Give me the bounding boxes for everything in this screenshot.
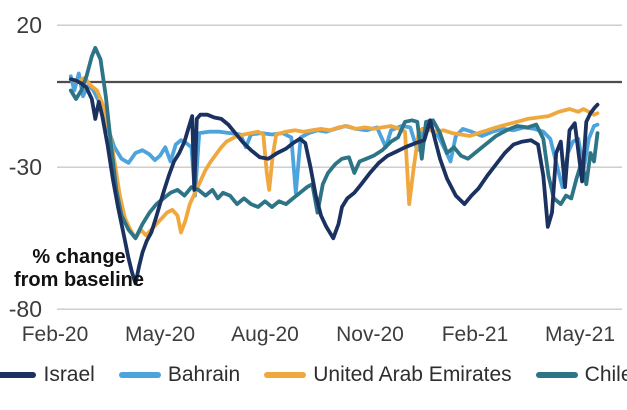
x-tick-label: Feb-20: [22, 323, 89, 346]
legend-label-israel: Israel: [43, 363, 95, 386]
legend-item-chile: Chile: [535, 363, 627, 387]
israel-line-swatch-icon: [0, 372, 37, 378]
legend-label-bahrain: Bahrain: [167, 363, 241, 386]
legend-item-united-arab-emirates: United Arab Emirates: [264, 363, 512, 387]
chile-line-swatch-icon: [535, 372, 578, 378]
axis-annotation: % change from baseline: [8, 246, 150, 292]
y-tick-label: 20: [16, 12, 42, 38]
legend-label-united-arab-emirates: United Arab Emirates: [313, 363, 512, 386]
x-tick-label: May-21: [545, 323, 615, 346]
series-line-chile: [68, 46, 600, 241]
legend-label-chile: Chile: [584, 363, 627, 386]
united-arab-emirates-line-swatch-icon: [264, 372, 307, 378]
legend: Israel Bahrain United Arab Emirates Chil…: [0, 363, 627, 387]
x-tick-label: May-20: [125, 323, 195, 346]
legend-item-bahrain: Bahrain: [118, 363, 241, 387]
y-tick-label: -30: [9, 154, 42, 180]
axis-annotation-line1: % change: [32, 246, 126, 268]
series-line-united-arab-emirates: [68, 75, 600, 241]
x-tick-label: Aug-20: [231, 323, 299, 346]
legend-item-israel: Israel: [0, 363, 95, 387]
axis-annotation-line2: from baseline: [13, 269, 145, 291]
x-tick-label: Feb-21: [442, 323, 509, 346]
x-tick-label: Nov-20: [336, 323, 404, 346]
bahrain-line-swatch-icon: [118, 372, 161, 378]
y-tick-label: -80: [9, 296, 42, 322]
series-line-israel: [68, 77, 600, 286]
series-line-bahrain: [68, 71, 600, 198]
